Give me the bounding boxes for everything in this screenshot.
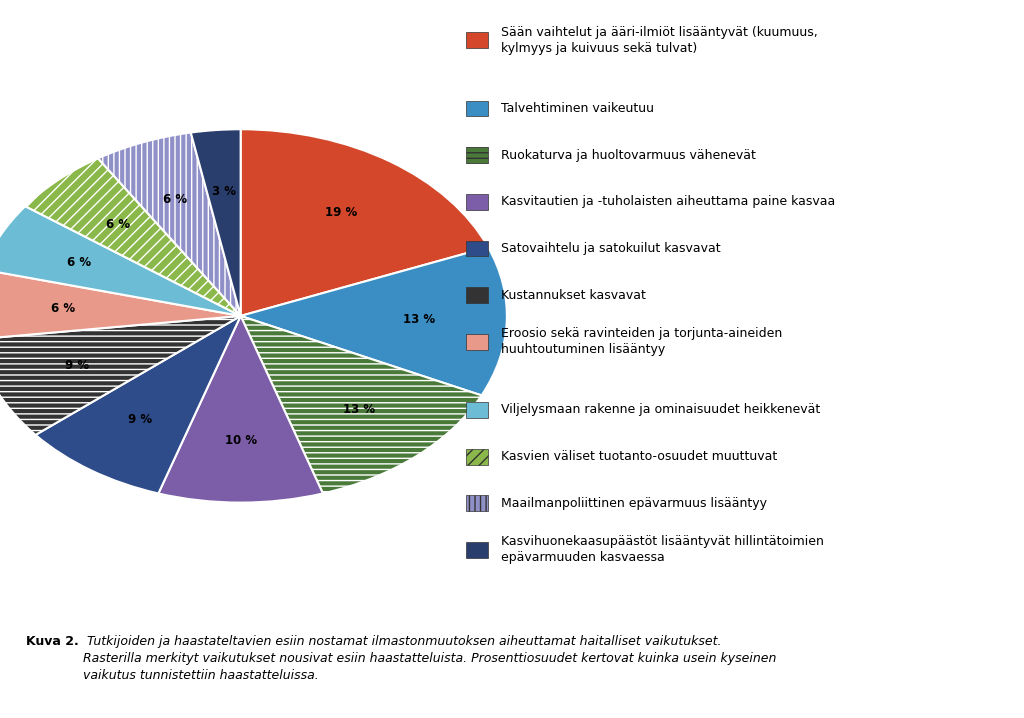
Text: 6 %: 6 % xyxy=(68,256,91,269)
Text: Kuva 2.: Kuva 2. xyxy=(26,635,79,648)
Text: Kustannukset kasvavat: Kustannukset kasvavat xyxy=(501,289,645,302)
Text: Viljelysmaan rakenne ja ominaisuudet heikkenevät: Viljelysmaan rakenne ja ominaisuudet hei… xyxy=(501,404,820,416)
Bar xyxy=(466,32,488,48)
Text: 6 %: 6 % xyxy=(50,302,75,314)
Text: 6 %: 6 % xyxy=(106,218,131,231)
Bar xyxy=(466,287,488,303)
Bar xyxy=(466,449,488,465)
Text: Sään vaihtelut ja ääri-ilmiöt lisääntyvät (kuumuus,
kylmyys ja kuivuus sekä tulv: Sään vaihtelut ja ääri-ilmiöt lisääntyvä… xyxy=(501,26,817,55)
Text: 19 %: 19 % xyxy=(325,206,357,219)
Bar xyxy=(466,402,488,418)
Bar xyxy=(466,194,488,210)
Text: Kasvihuonekaasupäästöt lisääntyvät hillintätoimien
epävarmuuden kasvaessa: Kasvihuonekaasupäästöt lisääntyvät hilli… xyxy=(501,536,823,564)
Text: 6 %: 6 % xyxy=(163,193,187,206)
Wedge shape xyxy=(190,129,241,316)
Bar xyxy=(466,147,488,163)
Wedge shape xyxy=(0,206,241,316)
Text: Eroosio sekä ravinteiden ja torjunta-aineiden
huuhtoutuminen lisääntyy: Eroosio sekä ravinteiden ja torjunta-ain… xyxy=(501,327,782,356)
Bar xyxy=(466,241,488,256)
Wedge shape xyxy=(98,133,241,316)
Wedge shape xyxy=(0,316,241,435)
Wedge shape xyxy=(241,247,507,396)
Wedge shape xyxy=(26,158,241,316)
Text: 13 %: 13 % xyxy=(402,313,435,327)
Text: Maailmanpoliittinen epävarmuus lisääntyy: Maailmanpoliittinen epävarmuus lisääntyy xyxy=(501,497,767,510)
Text: 13 %: 13 % xyxy=(343,404,375,416)
Text: 10 %: 10 % xyxy=(224,434,257,447)
Text: 9 %: 9 % xyxy=(128,413,153,426)
Text: Satovaihtelu ja satokuilut kasvavat: Satovaihtelu ja satokuilut kasvavat xyxy=(501,242,720,255)
Wedge shape xyxy=(36,316,241,493)
Bar xyxy=(466,542,488,558)
Text: Kasvien väliset tuotanto-osuudet muuttuvat: Kasvien väliset tuotanto-osuudet muuttuv… xyxy=(501,450,777,463)
Wedge shape xyxy=(241,316,481,493)
Wedge shape xyxy=(241,129,488,316)
Bar xyxy=(466,334,488,350)
Text: 9 %: 9 % xyxy=(65,359,89,372)
Text: Ruokaturva ja huoltovarmuus vähenevät: Ruokaturva ja huoltovarmuus vähenevät xyxy=(501,149,756,162)
Bar xyxy=(466,495,488,511)
Wedge shape xyxy=(0,269,241,340)
Text: 3 %: 3 % xyxy=(212,185,236,198)
Bar xyxy=(466,101,488,116)
Text: Tutkijoiden ja haastateltavien esiin nostamat ilmastonmuutoksen aiheuttamat hait: Tutkijoiden ja haastateltavien esiin nos… xyxy=(83,635,776,682)
Text: Kasvitautien ja -tuholaisten aiheuttama paine kasvaa: Kasvitautien ja -tuholaisten aiheuttama … xyxy=(501,195,835,208)
Wedge shape xyxy=(159,316,323,503)
Text: Talvehtiminen vaikeutuu: Talvehtiminen vaikeutuu xyxy=(501,102,653,115)
